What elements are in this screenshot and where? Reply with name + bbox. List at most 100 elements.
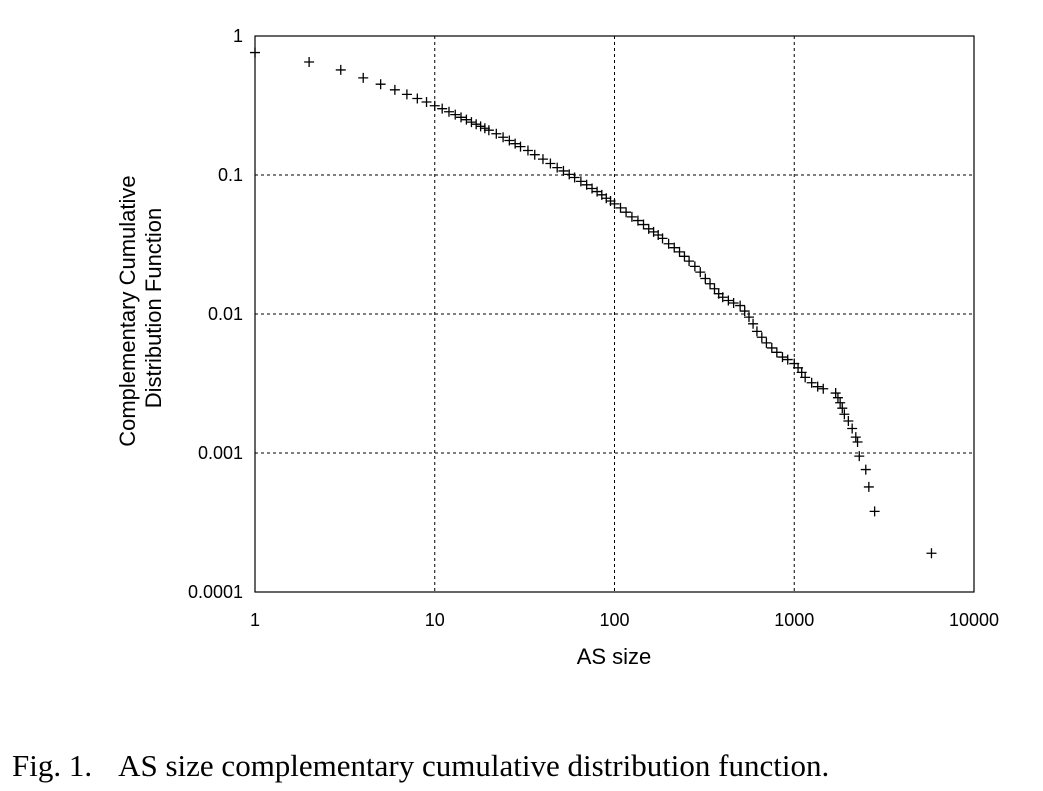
data-point [812, 381, 823, 392]
data-point [705, 278, 716, 289]
data-point [412, 93, 423, 104]
data-point [510, 138, 521, 149]
y-tick-label: 1 [233, 26, 243, 46]
data-point [564, 169, 575, 180]
data-point [421, 97, 432, 108]
data-point [537, 154, 548, 165]
data-point [835, 397, 846, 408]
data-point [621, 207, 632, 218]
data-point [587, 183, 598, 194]
data-point [375, 79, 386, 90]
data-point [250, 47, 260, 58]
data-point [751, 326, 762, 337]
data-point [632, 215, 643, 226]
data-point [569, 172, 580, 183]
data-point [437, 103, 448, 114]
y-tick-label: 0.001 [198, 443, 243, 463]
data-point [860, 464, 871, 475]
data-point [837, 403, 848, 414]
data-point [389, 84, 400, 95]
data-point [515, 141, 526, 152]
tick-labels: 1 10 100 1000 10000 1 0.1 0.01 0.001 0.0001 [188, 26, 999, 630]
data-point [839, 409, 850, 420]
data-point [479, 123, 490, 134]
y-tick-label: 0.0001 [188, 582, 243, 602]
data-point [695, 267, 706, 278]
data-point [304, 57, 315, 68]
data-point [679, 251, 690, 262]
data-point [739, 306, 750, 317]
data-point [638, 219, 649, 230]
figure-caption-text: AS size complementary cumulative distrib… [118, 748, 830, 783]
data-point [761, 337, 772, 348]
data-point [626, 211, 637, 222]
data-point [777, 352, 788, 363]
data-point [335, 64, 346, 75]
data-point [522, 145, 533, 156]
data-point [475, 121, 486, 132]
data-point [558, 165, 569, 176]
data-point [443, 106, 454, 117]
data-point [401, 89, 412, 100]
data-point [782, 354, 793, 365]
data-point [869, 506, 880, 517]
data-point [483, 125, 494, 136]
y-axis-title: Complementary Cumulative Distribution Fu… [115, 169, 166, 447]
data-point [863, 481, 874, 492]
data-point [818, 383, 829, 394]
data-point [498, 132, 509, 143]
data-point [471, 119, 482, 130]
figure-number: Fig. 1. [12, 748, 93, 783]
data-point [491, 128, 502, 139]
y-tick-label: 0.01 [208, 304, 243, 324]
data-point [766, 342, 777, 353]
y-tick-label: 0.1 [218, 165, 243, 185]
plot-area-border [254, 35, 975, 593]
data-point [832, 392, 843, 403]
data-point [700, 273, 711, 284]
data-point [854, 451, 865, 462]
ccdf-chart: 1 10 100 1000 10000 1 0.1 0.01 0.001 0.0001 AS si… [115, 26, 999, 669]
data-point [717, 292, 728, 303]
y-axis-title-line-2: Distribution Function [141, 208, 166, 409]
x-axis-title: AS size [577, 644, 652, 669]
figure-caption: Fig. 1. AS size complementary cumulative … [12, 748, 829, 784]
data-point [723, 295, 734, 306]
data-point [771, 347, 782, 358]
data-point [450, 109, 461, 120]
x-tick-label: 1 [250, 610, 260, 630]
data-point [847, 423, 858, 434]
data-point [461, 114, 472, 125]
data-point [615, 202, 626, 213]
data-point [743, 312, 754, 323]
gridlines [255, 36, 974, 592]
data-point [504, 135, 515, 146]
data-point [684, 256, 695, 267]
data-point [529, 149, 540, 160]
data-point [581, 179, 592, 190]
data-point [735, 300, 746, 311]
y-axis-title-line-1: Complementary Cumulative [115, 175, 140, 446]
data-point [850, 432, 861, 443]
data-point [728, 297, 739, 308]
data-point [657, 233, 668, 244]
data-point [843, 415, 854, 426]
data-point [689, 261, 700, 272]
data-point [466, 117, 477, 128]
data-point [756, 332, 767, 343]
data-point [800, 372, 811, 383]
data-point [748, 318, 759, 329]
data-point [709, 283, 720, 294]
data-points [250, 47, 937, 559]
data-point [429, 100, 440, 111]
data-point [806, 377, 817, 388]
data-point [456, 112, 467, 123]
x-tick-label: 1000 [774, 610, 814, 630]
x-tick-label: 100 [599, 610, 629, 630]
data-point [609, 198, 620, 209]
data-point [552, 162, 563, 173]
data-point [358, 72, 369, 83]
data-point [663, 238, 674, 249]
data-point [830, 388, 841, 399]
x-tick-label: 10 [425, 610, 445, 630]
